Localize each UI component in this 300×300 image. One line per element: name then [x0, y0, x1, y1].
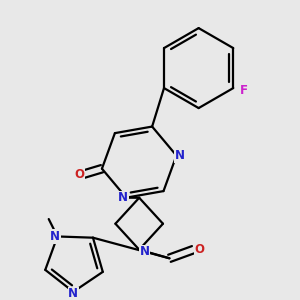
Text: F: F [240, 84, 248, 97]
Text: N: N [50, 230, 60, 243]
Text: N: N [68, 287, 78, 300]
Text: N: N [140, 245, 150, 258]
Text: O: O [195, 243, 205, 256]
Text: N: N [118, 191, 128, 204]
Text: O: O [74, 168, 84, 181]
Text: N: N [175, 149, 185, 162]
